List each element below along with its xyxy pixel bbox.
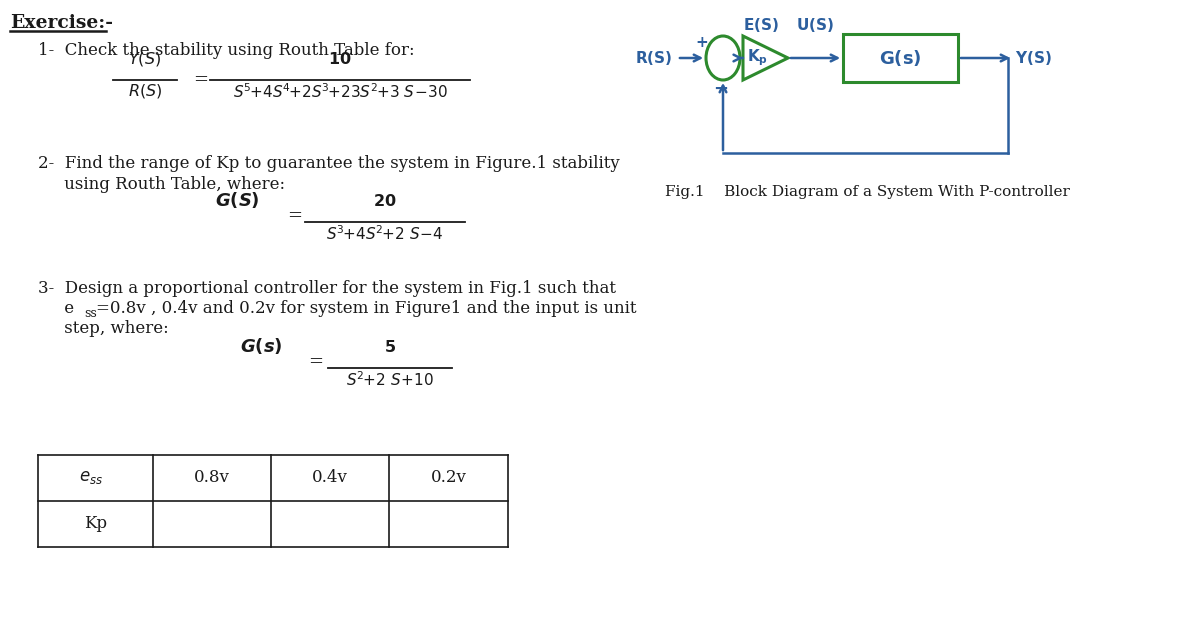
Text: using Routh Table, where:: using Routh Table, where:: [38, 176, 285, 193]
Text: =: =: [287, 207, 302, 225]
Text: step, where:: step, where:: [38, 320, 168, 337]
Text: $\boldsymbol{G(S)}$: $\boldsymbol{G(S)}$: [215, 190, 260, 210]
Text: −: −: [713, 80, 729, 98]
Text: 0.2v: 0.2v: [431, 470, 466, 486]
Text: Kp: Kp: [84, 515, 107, 532]
Text: $\mathbf{E(S)}$: $\mathbf{E(S)}$: [743, 16, 779, 34]
Text: $\mathit{S^3\!\!+\!4S^2\!\!+\!2\ S\!-\!4}$: $\mathit{S^3\!\!+\!4S^2\!\!+\!2\ S\!-\!4…: [326, 224, 444, 242]
Text: 2-  Find the range of Kp to guarantee the system in Figure.1 stability: 2- Find the range of Kp to guarantee the…: [38, 155, 620, 172]
Text: $\mathbf{R(S)}$: $\mathbf{R(S)}$: [636, 49, 672, 67]
Text: $\mathit{S^5\!\!+\!4S^4\!\!+\!2S^3\!\!+\!23S^2\!\!+\!3\ S\!-\!30}$: $\mathit{S^5\!\!+\!4S^4\!\!+\!2S^3\!\!+\…: [233, 82, 447, 101]
Text: ss: ss: [84, 307, 97, 320]
Text: =: =: [193, 71, 208, 89]
Text: e: e: [38, 300, 74, 317]
Text: $\mathbf{5}$: $\mathbf{5}$: [384, 339, 395, 356]
Text: Fig.1    Block Diagram of a System With P-controller: Fig.1 Block Diagram of a System With P-c…: [665, 185, 1070, 199]
Text: $\mathit{R(S)}$: $\mathit{R(S)}$: [128, 82, 162, 100]
Text: $\mathbf{Y(S)}$: $\mathbf{Y(S)}$: [1015, 49, 1052, 67]
Text: $\mathbf{G(s)}$: $\mathbf{G(s)}$: [879, 48, 922, 68]
Text: 1-  Check the stability using Routh Table for:: 1- Check the stability using Routh Table…: [38, 42, 414, 59]
FancyBboxPatch shape: [843, 34, 958, 82]
Text: +: +: [696, 35, 709, 50]
Text: $\mathbf{20}$: $\mathbf{20}$: [373, 193, 397, 210]
Text: $\mathit{S^2\!\!+\!2\ S\!+\!10}$: $\mathit{S^2\!\!+\!2\ S\!+\!10}$: [346, 370, 434, 389]
Text: $\mathbf{K_p}$: $\mathbf{K_p}$: [747, 48, 769, 68]
Text: 0.8v: 0.8v: [194, 470, 230, 486]
Text: Exercise:-: Exercise:-: [9, 14, 113, 32]
Text: 0.4v: 0.4v: [312, 470, 348, 486]
Text: $e_{ss}$: $e_{ss}$: [80, 470, 104, 486]
Text: =: =: [308, 353, 322, 371]
Text: $\mathbf{U(S)}$: $\mathbf{U(S)}$: [796, 16, 834, 34]
Text: $\boldsymbol{G(s)}$: $\boldsymbol{G(s)}$: [240, 336, 282, 356]
Text: $\mathbf{10}$: $\mathbf{10}$: [328, 51, 352, 68]
Text: =0.8v , 0.4v and 0.2v for system in Figure1 and the input is unit: =0.8v , 0.4v and 0.2v for system in Figu…: [97, 300, 637, 317]
Text: $\mathit{Y(S)}$: $\mathit{Y(S)}$: [128, 50, 161, 68]
Text: 3-  Design a proportional controller for the system in Fig.1 such that: 3- Design a proportional controller for …: [38, 280, 616, 297]
